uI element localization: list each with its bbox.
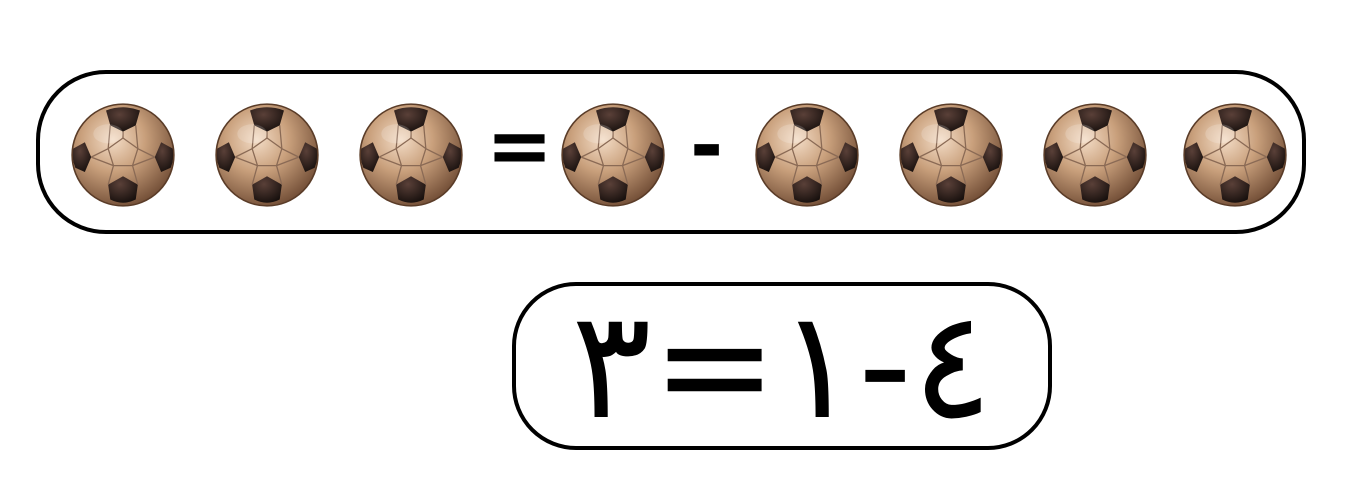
equals-sign: = [486,99,554,192]
soccer-ball-icon [358,102,464,208]
soccer-ball-icon [1042,102,1148,208]
arabic-numeral-equation-box: ٣=١-٤ [512,282,1052,450]
soccer-ball-icon [898,102,1004,208]
minus-sign: - [690,99,724,192]
soccer-ball-icon [560,102,666,208]
soccer-ball-icon [1182,102,1288,208]
soccer-ball-icon [754,102,860,208]
arabic-numeral-equation: ٣=١-٤ [571,279,993,453]
soccer-ball-icon [214,102,320,208]
ball-equation-row: = - [36,70,1306,234]
soccer-ball-icon [70,102,176,208]
